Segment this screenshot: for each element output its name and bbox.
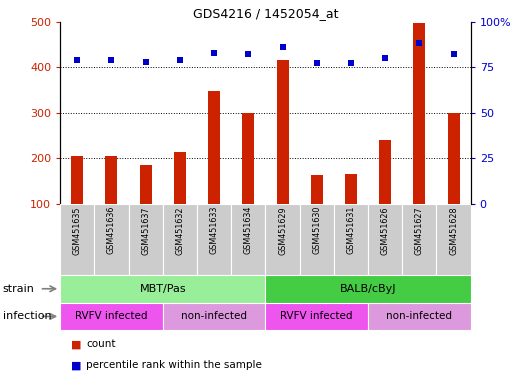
- Point: [381, 55, 389, 61]
- Text: GSM451631: GSM451631: [346, 206, 356, 255]
- Text: percentile rank within the sample: percentile rank within the sample: [86, 360, 262, 370]
- Bar: [448, 113, 460, 204]
- Point: [415, 40, 424, 46]
- Text: GSM451632: GSM451632: [175, 206, 185, 255]
- Text: GSM451630: GSM451630: [312, 206, 321, 255]
- Bar: [197, 204, 231, 275]
- Text: GSM451633: GSM451633: [210, 206, 219, 255]
- Text: GSM451627: GSM451627: [415, 206, 424, 255]
- Text: GSM451636: GSM451636: [107, 206, 116, 255]
- Text: non-infected: non-infected: [181, 311, 247, 321]
- Bar: [163, 204, 197, 275]
- Text: GSM451634: GSM451634: [244, 206, 253, 255]
- Bar: [163, 303, 266, 330]
- Point: [347, 60, 355, 66]
- Text: RVFV infected: RVFV infected: [280, 311, 353, 321]
- Point: [313, 60, 321, 66]
- Bar: [106, 156, 118, 204]
- Text: ■: ■: [71, 360, 81, 370]
- Bar: [334, 204, 368, 275]
- Point: [176, 57, 184, 63]
- Text: BALB/cByJ: BALB/cByJ: [340, 284, 396, 294]
- Bar: [266, 204, 300, 275]
- Bar: [60, 275, 265, 303]
- Bar: [60, 204, 94, 275]
- Text: ■: ■: [71, 339, 81, 349]
- Point: [449, 51, 458, 58]
- Bar: [277, 60, 289, 204]
- Bar: [242, 113, 254, 204]
- Bar: [94, 204, 129, 275]
- Bar: [265, 275, 471, 303]
- Text: non-infected: non-infected: [386, 311, 452, 321]
- Bar: [300, 204, 334, 275]
- Text: infection: infection: [3, 311, 51, 321]
- Bar: [71, 156, 83, 204]
- Point: [142, 59, 150, 65]
- Bar: [345, 174, 357, 204]
- Bar: [60, 303, 163, 330]
- Bar: [437, 204, 471, 275]
- Bar: [413, 23, 425, 204]
- Bar: [265, 303, 368, 330]
- Point: [244, 51, 253, 58]
- Bar: [231, 204, 266, 275]
- Text: GSM451626: GSM451626: [381, 206, 390, 255]
- Bar: [174, 152, 186, 204]
- Point: [107, 57, 116, 63]
- Text: GSM451635: GSM451635: [73, 206, 82, 255]
- Text: count: count: [86, 339, 116, 349]
- Bar: [402, 204, 437, 275]
- Text: MBT/Pas: MBT/Pas: [140, 284, 186, 294]
- Text: RVFV infected: RVFV infected: [75, 311, 147, 321]
- Text: GSM451629: GSM451629: [278, 206, 287, 255]
- Bar: [368, 204, 402, 275]
- Text: GSM451628: GSM451628: [449, 206, 458, 255]
- Text: GSM451637: GSM451637: [141, 206, 150, 255]
- Bar: [208, 91, 220, 204]
- Bar: [311, 175, 323, 204]
- Text: strain: strain: [3, 284, 35, 294]
- Bar: [379, 140, 391, 204]
- Title: GDS4216 / 1452054_at: GDS4216 / 1452054_at: [192, 7, 338, 20]
- Point: [210, 50, 218, 56]
- Bar: [368, 303, 471, 330]
- Point: [278, 44, 287, 50]
- Point: [73, 57, 82, 63]
- Bar: [129, 204, 163, 275]
- Bar: [140, 165, 152, 204]
